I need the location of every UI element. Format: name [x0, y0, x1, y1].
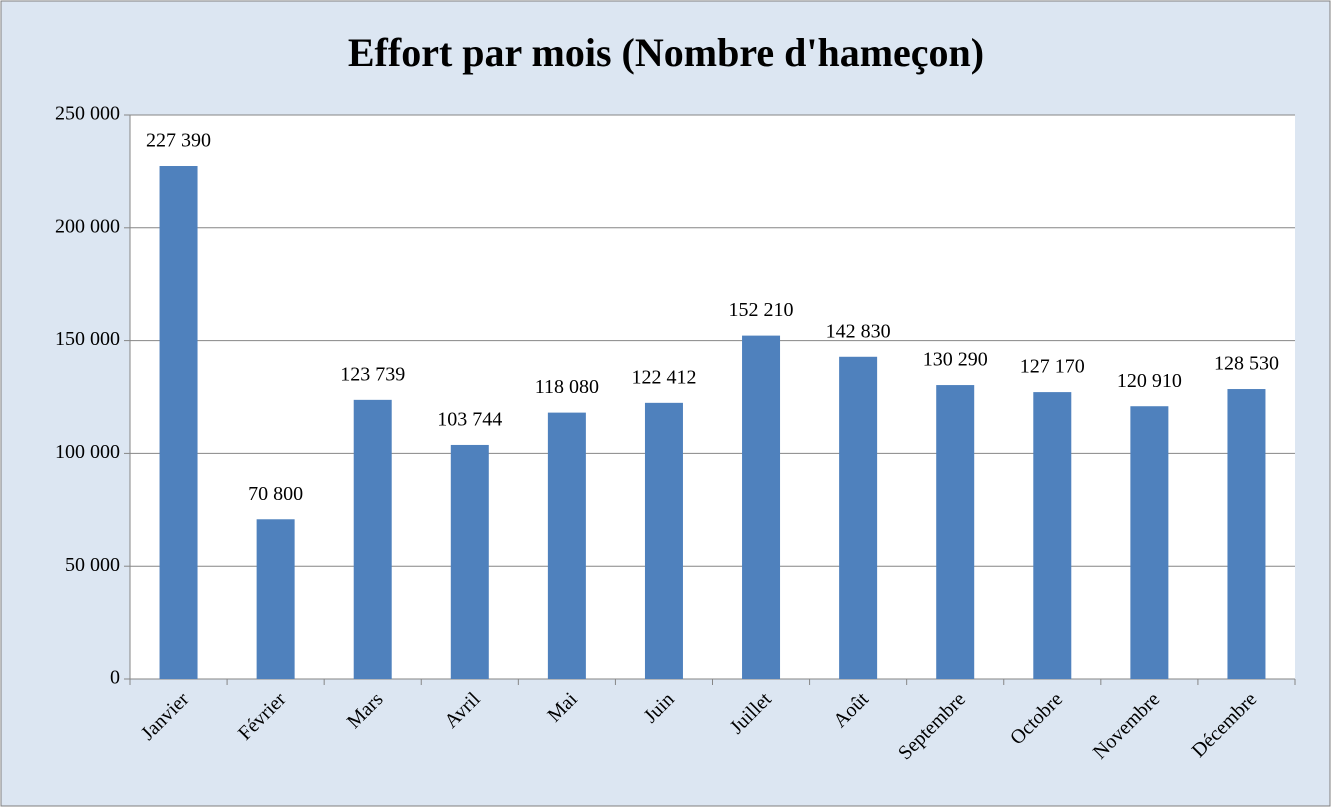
y-tick-label: 0 [110, 667, 120, 689]
y-tick-label: 150 000 [55, 328, 120, 350]
data-label: 123 739 [340, 363, 405, 385]
bar [1130, 406, 1169, 679]
chart-title: Effort par mois (Nombre d'hameçon) [348, 30, 984, 75]
bar [450, 444, 489, 679]
y-tick-label: 50 000 [65, 554, 120, 576]
bar [159, 166, 198, 679]
data-label: 70 800 [248, 483, 303, 505]
plot-area [130, 115, 1295, 679]
data-label: 103 744 [437, 409, 502, 431]
bar [353, 399, 392, 679]
bar [256, 519, 295, 679]
data-label: 152 210 [729, 299, 794, 321]
y-tick-label: 250 000 [55, 103, 120, 125]
data-label: 118 080 [535, 376, 599, 398]
y-tick-label: 100 000 [55, 441, 120, 463]
data-label: 128 530 [1214, 353, 1279, 375]
bar [936, 385, 975, 679]
bar [839, 356, 878, 679]
data-label: 122 412 [631, 366, 696, 388]
data-label: 120 910 [1117, 370, 1182, 392]
bar [742, 335, 781, 679]
bar [644, 402, 683, 679]
data-label: 130 290 [923, 349, 988, 371]
bar [1033, 392, 1072, 679]
data-label: 142 830 [826, 320, 891, 342]
y-tick-label: 200 000 [55, 215, 120, 237]
bar [547, 412, 586, 679]
data-label: 127 170 [1020, 356, 1085, 378]
bar [1227, 389, 1266, 679]
data-label: 227 390 [146, 130, 211, 152]
